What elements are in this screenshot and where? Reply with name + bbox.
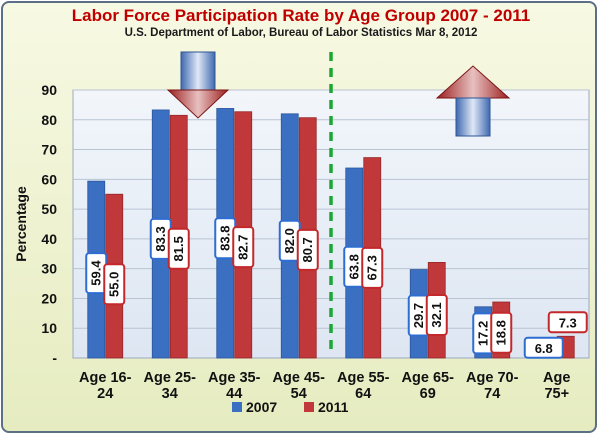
data-label-text: 6.8 [535,341,553,356]
data-label-text: 7.3 [559,315,577,330]
data-label-box [490,311,513,354]
data-label: 7.3 [547,311,588,334]
data-label: 63.8 [343,245,366,288]
x-category-label: Age 55-64 [337,370,390,402]
x-category-label: Age 16-24 [79,370,132,402]
chart-title: Labor Force Participation Rate by Age Gr… [71,6,531,25]
x-category-label: Age 65-69 [402,370,455,402]
data-label: 18.8 [490,311,513,354]
up-arrow-icon [435,65,511,137]
y-tick-label: 90 [41,82,57,98]
y-tick-label: 70 [41,142,57,158]
y-tick-label: 20 [41,290,57,306]
y-tick-label: 80 [41,112,57,128]
data-label-text: 82.0 [282,228,297,253]
data-label-text: 83.8 [218,226,233,251]
data-label-text: 18.8 [494,320,509,345]
data-label-text: 32.1 [429,302,444,327]
x-category-label: Age 25-34 [144,370,197,402]
data-label-text: 63.8 [347,254,362,279]
data-label-text: 55.0 [107,272,122,297]
legend-swatch-2007 [232,402,242,412]
x-category-label: Age 70-74 [466,370,519,402]
data-label-text: 83.3 [153,226,168,251]
y-tick-label: 60 [41,171,57,187]
data-label: 67.3 [361,246,384,289]
down-arrow-icon [166,51,230,119]
data-label-box [361,246,384,289]
data-label: 80.7 [296,228,319,271]
y-axis-label: Percentage [13,186,29,262]
data-label: 81.5 [167,227,190,270]
x-category-label: Age 75+ [543,370,570,402]
legend-label-2007: 2007 [246,399,277,415]
data-label: 32.1 [425,293,448,336]
data-label-box [167,227,190,270]
legend-swatch-2011 [304,402,314,412]
data-label-box [425,293,448,336]
y-tick-label: 40 [41,231,57,247]
data-label-text: 80.7 [300,237,315,262]
y-tick-label: 30 [41,261,57,277]
data-label-box [232,226,255,269]
data-label-box [523,336,564,359]
legend-label-2011: 2011 [318,399,349,415]
x-category-label: Age 35-44 [208,370,261,402]
data-label-box [547,311,588,334]
data-label-text: 82.7 [236,235,251,260]
data-label: 82.0 [278,219,301,262]
data-label: 82.7 [232,226,255,269]
y-tick-label: 50 [41,201,57,217]
x-category-label: Age 45-54 [273,370,326,402]
data-label-text: 17.2 [476,321,491,346]
data-label: 6.8 [523,336,564,359]
y-tick-label: - [52,350,57,366]
data-label: 83.3 [149,217,172,260]
y-tick-label: 10 [41,320,57,336]
data-label-box [296,228,319,271]
data-label-text: 81.5 [171,236,186,261]
data-label-text: 29.7 [411,303,426,328]
data-label-text: 67.3 [365,255,380,280]
data-label-text: 59.4 [89,260,104,286]
data-label: 55.0 [103,263,126,306]
chart-subtitle: U.S. Department of Labor, Bureau of Labo… [124,27,478,39]
data-label-box [103,263,126,306]
legend: 2007 2011 [232,399,349,415]
